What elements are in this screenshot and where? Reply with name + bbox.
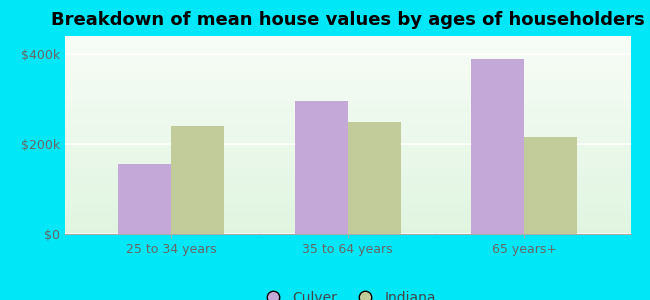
Bar bbox=[171, 126, 224, 234]
Bar bbox=[525, 137, 577, 234]
Title: Breakdown of mean house values by ages of householders: Breakdown of mean house values by ages o… bbox=[51, 11, 645, 29]
Bar bbox=[118, 164, 171, 234]
Bar bbox=[294, 101, 348, 234]
Bar bbox=[348, 122, 401, 234]
Bar bbox=[471, 58, 525, 234]
Legend: Culver, Indiana: Culver, Indiana bbox=[254, 285, 442, 300]
